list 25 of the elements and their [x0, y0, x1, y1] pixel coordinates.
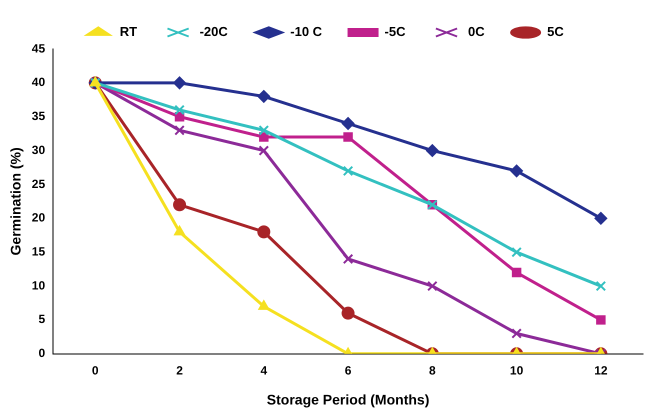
x-tick-label: 0	[92, 363, 99, 378]
x-tick-label: 4	[260, 363, 268, 378]
y-tick-label: 15	[32, 244, 46, 259]
y-tick-label: 20	[32, 210, 46, 225]
y-tick-label: 40	[32, 75, 46, 90]
y-axis-title: Germination (%)	[7, 147, 24, 256]
y-tick-label: 25	[32, 176, 46, 191]
y-tick-label: 5	[38, 312, 46, 326]
x-tick-label: 8	[428, 363, 436, 378]
y-tick-label: 30	[32, 142, 46, 157]
legend-label: -10 C	[290, 24, 323, 40]
y-tick-label: 0	[38, 346, 46, 360]
legend-label: RT	[120, 24, 138, 40]
y-tick-label: 35	[32, 109, 46, 124]
x-axis-title: Storage Period (Months)	[266, 391, 430, 408]
legend-label: -20C	[200, 24, 228, 40]
x-tick-label: 12	[594, 363, 608, 378]
x-tick-label: 2	[176, 363, 184, 378]
legend-label: 0C	[468, 24, 486, 40]
x-tick-label: 10	[510, 363, 524, 378]
legend-label: 5C	[547, 24, 564, 40]
legend-label: -5C	[384, 24, 406, 40]
y-tick-label: 10	[32, 278, 46, 292]
x-tick-label: 6	[344, 363, 352, 378]
y-tick-label: 45	[32, 41, 46, 56]
